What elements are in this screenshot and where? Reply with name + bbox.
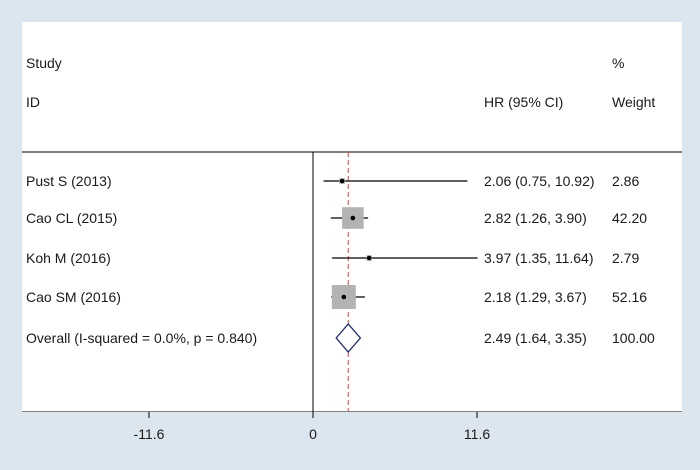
weight-value: 52.16 [612,289,647,305]
x-tick-label: 0 [309,426,317,442]
hr-ci-value: 2.06 (0.75, 10.92) [484,173,595,189]
study-header: Study [26,55,62,71]
point-estimate [350,215,356,221]
x-axis-ticks: -11.6 0 11.6 [134,412,490,442]
study-label: Pust S (2013) [26,173,112,189]
hr-ci-value: 3.97 (1.35, 11.64) [484,250,593,266]
hr-ci-value: 2.18 (1.29, 3.67) [484,289,587,305]
point-estimate [341,294,347,300]
overall-hr-ci-value: 2.49 (1.64, 3.35) [484,330,587,346]
overall-weight-value: 100.00 [612,330,655,346]
overall-label: Overall (I-squared = 0.0%, p = 0.840) [26,330,257,346]
overall-diamond [335,323,362,353]
weight-value: 2.79 [612,250,639,266]
study-label: Cao SM (2016) [26,289,121,305]
forest-plot: Study ID HR (95% CI) % Weight Pust S (20… [22,55,682,413]
id-header: ID [26,94,40,110]
plot-panel: Study ID HR (95% CI) % Weight Pust S (20… [22,22,682,413]
percent-header: % [612,55,624,71]
study-label: Cao CL (2015) [26,210,117,226]
weight-header: Weight [612,94,655,110]
point-estimate [339,178,345,184]
point-estimate [366,255,372,261]
hr-ci-value: 2.82 (1.26, 3.90) [484,210,587,226]
x-tick-label: 11.6 [464,426,490,442]
weight-value: 2.86 [612,173,639,189]
hr-header: HR (95% CI) [484,94,563,110]
study-label: Koh M (2016) [26,250,111,266]
weight-value: 42.20 [612,210,647,226]
x-tick-label: -11.6 [134,426,165,442]
